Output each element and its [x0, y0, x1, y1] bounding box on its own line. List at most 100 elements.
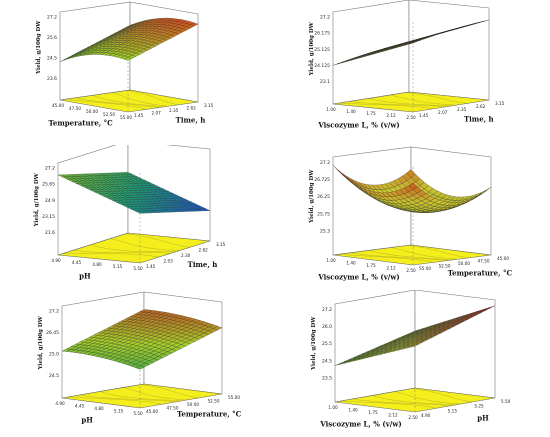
z-tick-label: 26.0: [322, 324, 332, 330]
z-tick-label: 25.65: [42, 182, 55, 188]
z-tick-label: 25.3: [320, 229, 330, 235]
floor-contours: [338, 245, 469, 263]
surface-cell: [408, 182, 418, 190]
contour-line: [338, 254, 435, 263]
z-ticks: 27.2 25.6 24.5 23.6: [47, 14, 57, 82]
x-tick-label: 4.45: [72, 260, 82, 265]
contour-line: [110, 238, 181, 251]
y-tick-label: 55.00: [419, 266, 431, 271]
x-tick-label: 47.50: [69, 106, 81, 111]
x-tick-label: 4.90: [55, 401, 65, 406]
y-tick-label: 45.00: [146, 409, 158, 414]
y-tick-label: 1.45: [146, 264, 156, 269]
surface-plot-svg: 27.2 26.175 25.125 24.125 23.1 2.50 2.12 1.75 1.…: [309, 0, 505, 130]
response-surface: [334, 305, 496, 366]
y-tick-label: 2.07: [152, 111, 162, 116]
x-axis-label: Viscozyme L, % (v/w): [319, 420, 401, 429]
y-tick-label: 2.35: [457, 107, 467, 112]
y-tick-label: 3.15: [495, 101, 505, 106]
surface-cell: [123, 57, 133, 61]
x-tick-label: 4.80: [92, 262, 102, 267]
response-surface: [59, 17, 199, 62]
z-tick-label: 25.75: [317, 211, 330, 217]
response-surface: [332, 19, 490, 66]
x-tick-label: 2.12: [386, 266, 396, 271]
y-tick-label: 4.90: [421, 413, 431, 418]
z-tick-label: 23.15: [42, 214, 55, 220]
x-tick-label: 1.40: [346, 261, 356, 266]
z-axis-label: Yield, g/100g DW: [309, 21, 315, 76]
back-wall-left: [332, 0, 410, 105]
x-tick-label: 52.50: [103, 112, 115, 117]
surface-cell: [135, 210, 144, 214]
contour-line: [123, 387, 187, 401]
x-axis-label: pH: [81, 416, 93, 425]
floor-contours: [67, 384, 199, 405]
contour-line: [74, 97, 160, 108]
z-tick-label: 21.6: [45, 230, 55, 236]
z-tick-label: 27.2: [320, 15, 330, 21]
x-ticks: 5.50 5.15 4.80 4.45 4.90: [55, 401, 143, 416]
y-tick-label: 50.00: [187, 402, 199, 407]
y-tick-label: 2.07: [438, 110, 448, 115]
y-axis-label: Temperature, °C: [448, 269, 513, 278]
y-tick-label: 2.62: [476, 104, 486, 109]
z-tick-label: 27.2: [322, 307, 332, 313]
x-tick-label: 1.75: [366, 263, 376, 268]
contour-line: [338, 102, 434, 109]
surface-cell: [408, 41, 418, 45]
x-tick-label: 2.12: [386, 113, 396, 118]
contour-line: [394, 391, 461, 405]
x-tick-label: 1.40: [346, 109, 356, 114]
y-axis-label: pH: [477, 413, 489, 422]
x-axis-label: pH: [79, 272, 91, 281]
z-tick-label: 27.2: [49, 309, 59, 315]
plot-ph-temp: 27.2 26.45 25.0 24.5 5.50 5.15 4.80 4.45 4.90 45.…: [0, 290, 275, 435]
floor-contours: [62, 233, 190, 258]
y-axis-label: Time, h: [176, 116, 206, 125]
contour-floor: [332, 244, 492, 266]
y-axis-label: Time, h: [188, 260, 218, 269]
x-tick-label: 1.00: [326, 258, 336, 263]
x-tick-label: 5.50: [133, 266, 143, 271]
y-ticks: 1.45 2.07 2.35 2.62 3.15: [134, 103, 214, 118]
x-tick-label: 4.90: [51, 258, 61, 263]
z-axis-label: Yield, g/100g DW: [36, 20, 42, 75]
y-tick-label: 2.03: [164, 259, 174, 264]
x-tick-label: 1.75: [366, 111, 376, 116]
z-tick-label: 24.9: [45, 198, 55, 204]
contour-floor: [332, 91, 490, 113]
contour-line: [79, 394, 177, 402]
y-tick-label: 2.35: [169, 108, 179, 113]
z-tick-label: 27.2: [47, 14, 57, 20]
z-tick-label: 27.2: [45, 166, 55, 172]
x-tick-label: 5.50: [133, 411, 143, 416]
y-tick-label: 1.45: [134, 113, 144, 118]
z-axis-label: Yield, g/100g DW: [311, 316, 317, 371]
x-tick-label: 1.40: [348, 408, 358, 413]
z-tick-label: 24.5: [49, 373, 59, 379]
y-ticks: 4.90 5.15 5.25 5.50: [421, 399, 511, 418]
back-wall-right: [408, 0, 490, 101]
z-tick-label: 25.0: [49, 352, 59, 358]
y-tick-label: 52.50: [208, 399, 220, 404]
y-ticks: 1.45 2.03 2.30 2.62 3.15: [146, 242, 226, 269]
y-tick-label: 2.62: [199, 248, 209, 253]
x-tick-label: 1.00: [326, 107, 336, 112]
x-tick-label: 1.75: [368, 410, 378, 415]
floor-contours: [340, 388, 473, 409]
x-tick-label: 45.00: [52, 103, 64, 108]
z-tick-label: 24.5: [47, 55, 57, 61]
z-tick-label: 25.125: [314, 47, 330, 53]
x-tick-label: 55.00: [120, 115, 132, 120]
contour-line: [100, 391, 183, 401]
y-tick-label: 1.45: [419, 113, 429, 118]
z-tick-label: 25.5: [322, 341, 332, 347]
x-tick-label: 2.50: [406, 268, 416, 273]
x-tick-label: 5.15: [114, 409, 124, 414]
y-tick-label: 2.30: [181, 253, 191, 258]
contour-line: [124, 233, 190, 248]
x-tick-label: 4.45: [75, 404, 85, 409]
y-tick-label: 55.00: [228, 395, 240, 400]
x-ticks: 2.50 2.12 1.75 1.40 1.00: [328, 405, 418, 420]
